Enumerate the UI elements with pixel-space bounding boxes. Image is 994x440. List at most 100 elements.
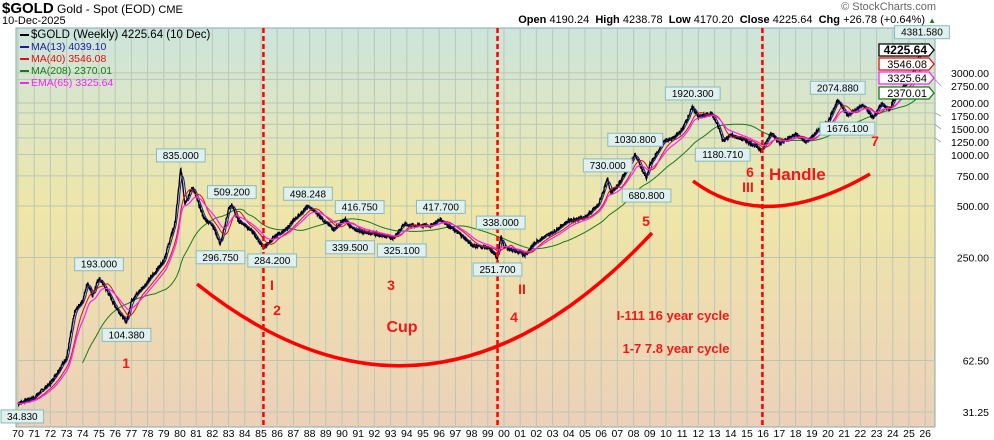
x-tick-label: 05 [579,428,591,440]
x-tick-label: 82 [207,428,219,440]
instrument-name: Gold - Spot (EOD) [57,2,156,16]
up-arrow-icon: ▲ [928,16,936,25]
price-label-box [334,200,385,215]
x-tick-label: 98 [466,428,478,440]
exchange: CME [158,4,183,16]
x-tick-label: 84 [239,428,251,440]
y-tick-label: 62.50 [963,356,989,368]
annotation-label: I [270,277,274,293]
annotation-label: Handle [769,165,826,184]
x-tick-label: 21 [838,428,850,440]
price-label: 1920.300 [672,89,714,100]
price-label: 296.750 [202,253,239,264]
x-tick-label: 00 [498,428,510,440]
legend-swatch [20,58,29,61]
legend-swatch [20,70,29,73]
x-tick-label: 86 [271,428,283,440]
price-label: 338.000 [483,218,520,229]
legend-entry: MA(208) 2370.01 [20,65,210,77]
price-label: 339.500 [332,243,369,254]
price-label-box [819,121,876,136]
x-tick-label: 24 [887,428,899,440]
tick-leader [934,112,942,117]
x-tick-label: 22 [855,428,867,440]
price-label-box [206,185,257,200]
x-tick-label: 16 [757,428,769,440]
annotation-label: 4 [510,309,518,325]
legend: $GOLD (Weekly) 4225.64 (10 Dec) MA(13) 40… [20,29,210,89]
y-tick-label: 3000.00 [951,68,989,80]
price-label-box [155,148,206,163]
x-tick-label: 95 [417,428,429,440]
close-value: 4225.64 [772,14,813,26]
chart-title: $GOLD Gold - Spot (EOD) CME [2,0,183,17]
symbol: $GOLD [2,0,54,17]
cup-arc [195,231,654,368]
price-label-box [415,199,466,214]
y-tick-label: 1750.00 [951,111,989,123]
x-tick-label: 07 [612,428,624,440]
ohlc-readout: Open 4190.24 High 4238.78 Low 4170.20 Cl… [518,14,936,26]
ema65-line [18,62,925,405]
x-tick-label: 70 [12,428,24,440]
x-tick-label: 26 [919,428,931,440]
annotation-label: 5 [642,213,650,229]
x-tick-label: 11 [677,428,688,440]
y-tick-label: 2000.00 [951,98,989,110]
x-tick-label: 91 [352,428,364,440]
price-label: 417.700 [423,202,460,213]
y-tick-label: 2750.00 [951,81,989,93]
price-label: 680.800 [628,191,665,202]
price-label: 251.700 [479,265,516,276]
annotation-label: II [518,281,526,297]
price-label: 1180.710 [702,150,743,161]
x-tick-label: 04 [563,428,575,440]
y-tick-label: 1250.00 [951,137,989,149]
price-label-box [101,327,152,342]
y-tick-label: 500.00 [957,201,989,213]
price-label-box [325,240,375,255]
x-tick-label: 14 [725,428,737,440]
price-label: 4381.580 [901,28,943,39]
legend-text: EMA(65) 3325.64 [31,77,114,89]
low-label: Low [668,14,691,26]
y-tick-label: 1500.00 [951,124,989,136]
legend-entry: MA(40) 3546.08 [20,53,210,65]
legend-swatch [20,82,29,85]
annotation-label: III [742,179,754,195]
x-tick-label: 96 [433,428,445,440]
price-label: 1030.800 [614,135,656,146]
last-value-tag [878,86,935,100]
x-tick-label: 73 [61,428,73,440]
price-label-box [475,215,526,230]
y-tick-label: 1000.00 [951,150,989,162]
annotation-label: Cup [386,319,417,336]
price-label-box [376,243,427,258]
legend-text: MA(13) 4039.10 [31,41,107,53]
x-tick-label: 93 [385,428,397,440]
x-tick-label: 89 [320,428,332,440]
x-tick-label: 88 [304,428,316,440]
annotation-label: 1 [122,355,130,371]
x-tick-label: 99 [482,428,494,440]
price-label: 325.100 [384,246,421,257]
x-tick-label: 78 [142,428,154,440]
y-tick-label: 750.00 [957,171,989,183]
price-label-box [694,147,751,162]
annotation-label: 6 [746,164,754,180]
legend-text: MA(40) 3546.08 [31,53,107,65]
x-tick-label: 76 [109,428,121,440]
x-tick-label: 97 [450,428,462,440]
x-tick-label: 12 [693,428,705,440]
chart-date: 10-Dec-2025 [2,15,66,27]
legend-text: MA(208) 2370.01 [31,65,113,77]
last-value-tag [878,71,935,85]
x-tick-label: 85 [255,428,267,440]
price-label-box [809,80,866,95]
price-label: 498.248 [290,189,327,200]
x-tick-label: 94 [401,428,413,440]
x-tick-label: 15 [741,428,753,440]
x-tick-label: 02 [531,428,543,440]
x-tick-label: 75 [93,428,105,440]
